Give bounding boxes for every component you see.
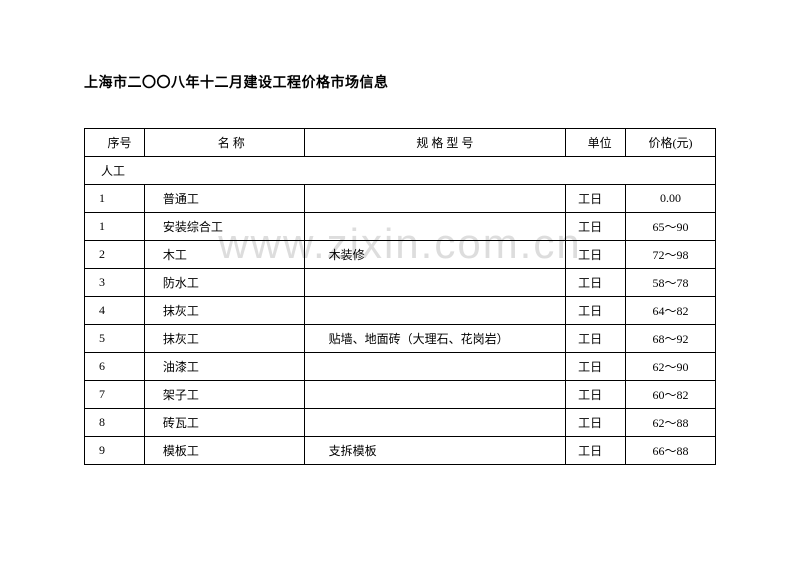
cell-spec [304,381,566,409]
cell-seq: 1 [85,213,145,241]
cell-name: 防水工 [144,269,304,297]
cell-unit: 工日 [566,269,626,297]
table-row: 8砖瓦工 工日62～88 [85,409,716,437]
cell-unit: 工日 [566,437,626,465]
cell-unit: 工日 [566,297,626,325]
table-row: 1普通工 工日0.00 [85,185,716,213]
cell-spec [304,213,566,241]
cell-spec [304,297,566,325]
table-row: 1安装综合工 工日65～90 [85,213,716,241]
cell-name: 油漆工 [144,353,304,381]
header-price: 价格(元) [626,129,716,157]
price-table: 序号 名 称 规 格 型 号 单位 价格(元) 人工 1普通工工日0.001安装… [84,128,716,465]
cell-price: 72～98 [626,241,716,269]
cell-seq: 3 [85,269,145,297]
cell-name: 安装综合工 [144,213,304,241]
cell-name: 砖瓦工 [144,409,304,437]
cell-name: 抹灰工 [144,297,304,325]
cell-price: 60～82 [626,381,716,409]
cell-unit: 工日 [566,213,626,241]
cell-price: 64～82 [626,297,716,325]
table-row: 7架子工 工日60～82 [85,381,716,409]
cell-spec [304,185,566,213]
cell-seq: 4 [85,297,145,325]
table-row: 3防水工 工日58～78 [85,269,716,297]
cell-price: 62～90 [626,353,716,381]
cell-price: 66～88 [626,437,716,465]
cell-price: 0.00 [626,185,716,213]
table-row: 5抹灰工贴墙、地面砖（大理石、花岗岩）工日68～92 [85,325,716,353]
cell-seq: 1 [85,185,145,213]
table-header-row: 序号 名 称 规 格 型 号 单位 价格(元) [85,129,716,157]
table-row: 4抹灰工 工日64～82 [85,297,716,325]
cell-name: 架子工 [144,381,304,409]
cell-spec: 贴墙、地面砖（大理石、花岗岩） [304,325,566,353]
cell-price: 62～88 [626,409,716,437]
cell-name: 模板工 [144,437,304,465]
page-title: 上海市二〇〇八年十二月建设工程价格市场信息 [84,72,716,92]
header-spec: 规 格 型 号 [304,129,566,157]
cell-price: 58～78 [626,269,716,297]
cell-spec [304,409,566,437]
header-unit: 单位 [566,129,626,157]
cell-unit: 工日 [566,241,626,269]
cell-name: 木工 [144,241,304,269]
cell-seq: 6 [85,353,145,381]
table-row: 6油漆工 工日62～90 [85,353,716,381]
cell-unit: 工日 [566,185,626,213]
cell-price: 68～92 [626,325,716,353]
cell-name: 抹灰工 [144,325,304,353]
table-row: 9模板工支拆模板工日66～88 [85,437,716,465]
cell-seq: 9 [85,437,145,465]
section-label: 人工 [85,157,716,185]
cell-seq: 5 [85,325,145,353]
cell-unit: 工日 [566,381,626,409]
header-name: 名 称 [144,129,304,157]
cell-seq: 2 [85,241,145,269]
cell-unit: 工日 [566,325,626,353]
cell-name: 普通工 [144,185,304,213]
cell-spec [304,353,566,381]
table-row: 2木工木装修工日72～98 [85,241,716,269]
cell-price: 65～90 [626,213,716,241]
cell-seq: 7 [85,381,145,409]
cell-spec [304,269,566,297]
cell-spec: 木装修 [304,241,566,269]
cell-seq: 8 [85,409,145,437]
cell-spec: 支拆模板 [304,437,566,465]
section-row: 人工 [85,157,716,185]
document-page: 上海市二〇〇八年十二月建设工程价格市场信息 序号 名 称 规 格 型 号 单位 … [84,72,716,465]
header-seq: 序号 [85,129,145,157]
cell-unit: 工日 [566,409,626,437]
cell-unit: 工日 [566,353,626,381]
